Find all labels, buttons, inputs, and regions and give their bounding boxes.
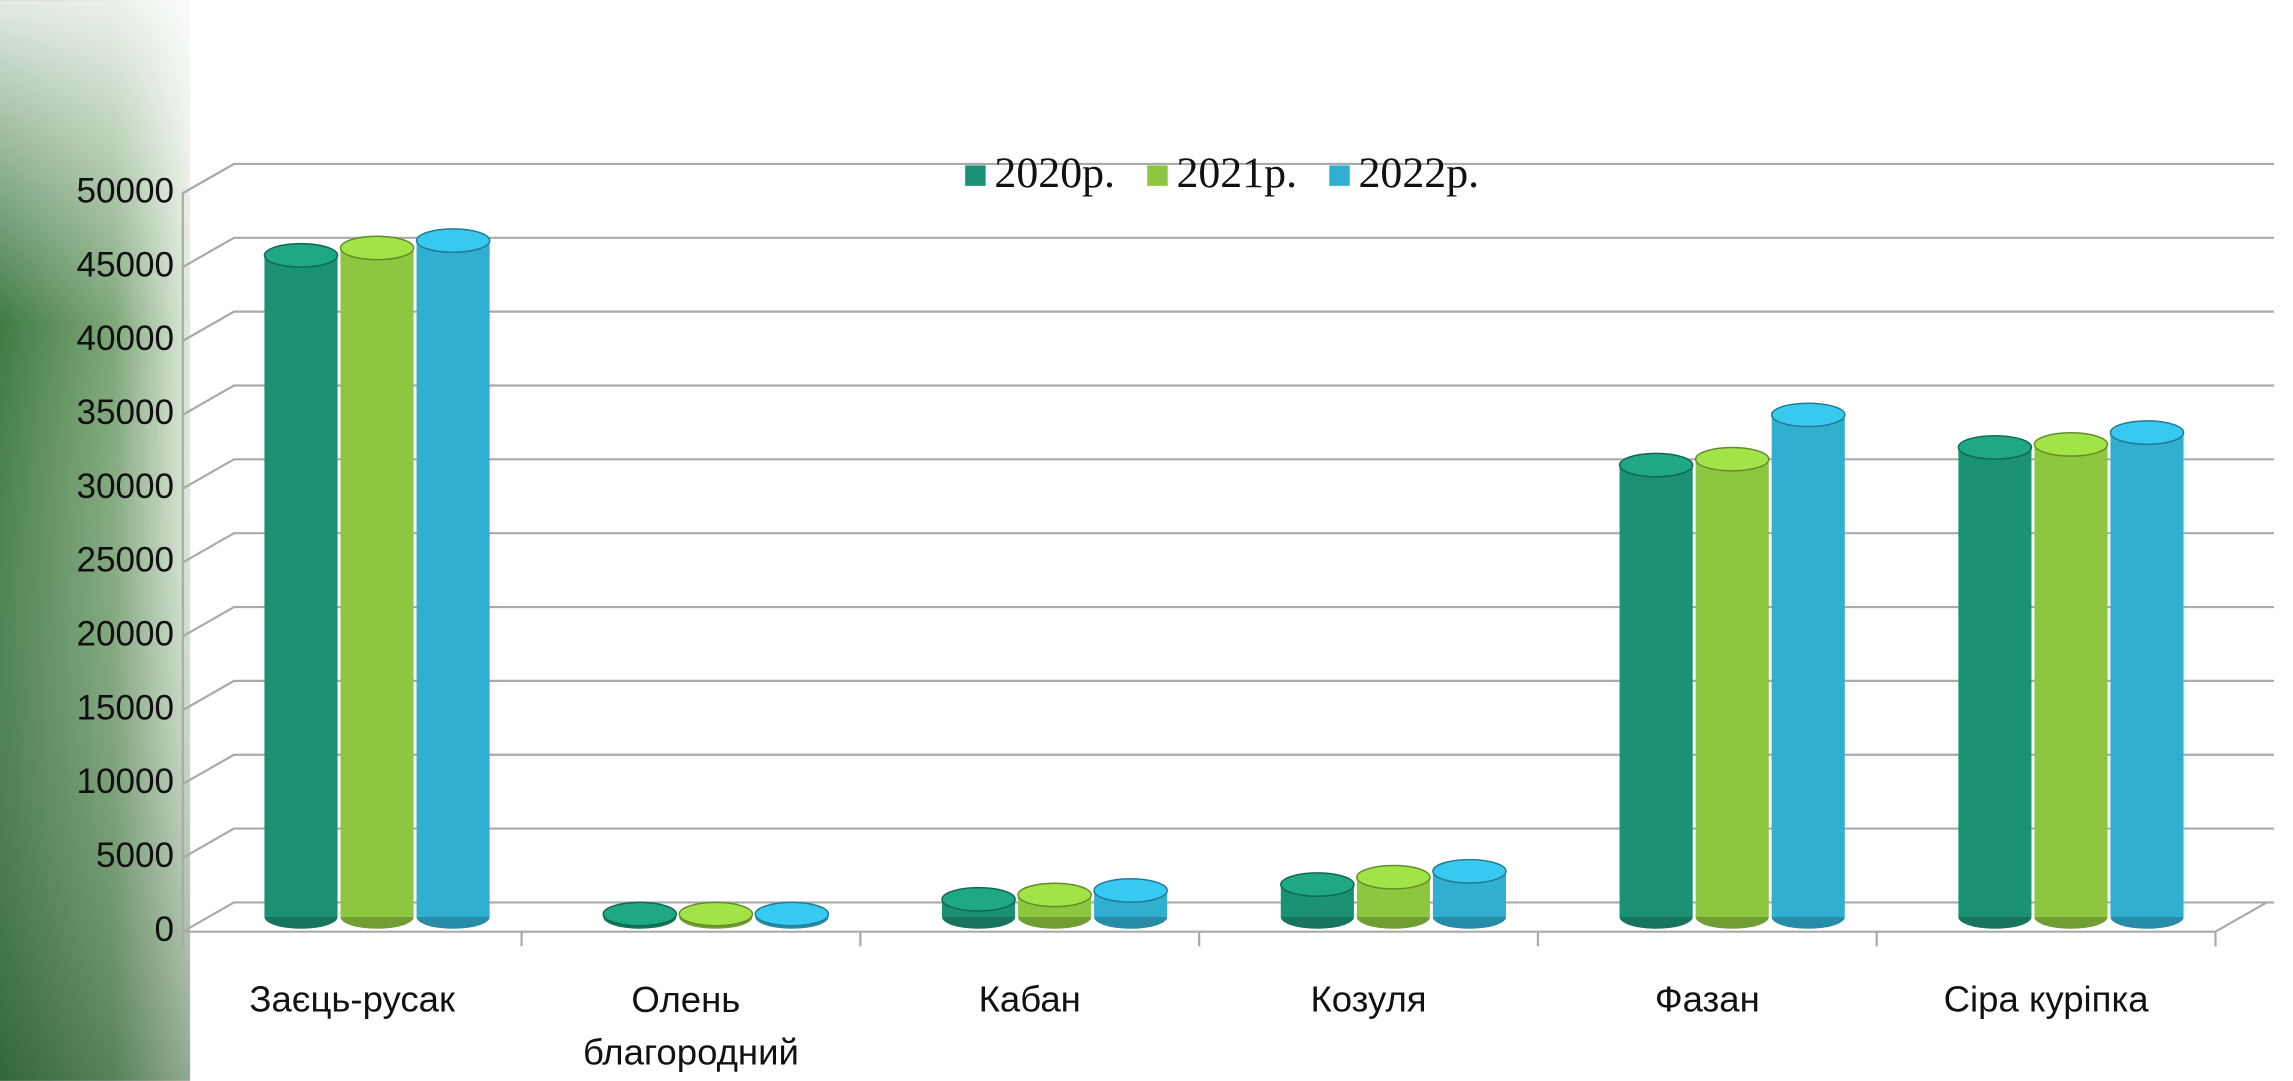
- x-tick-label: Кабан: [979, 979, 1081, 1020]
- bar: [415, 228, 491, 929]
- bar-top: [1618, 452, 1694, 478]
- bar-top: [339, 235, 415, 261]
- bar-body: [340, 247, 414, 918]
- bar: [1618, 452, 1694, 929]
- legend-label: 2021р.: [1176, 149, 1297, 197]
- grid-line: [182, 679, 2274, 712]
- bar-body: [2034, 444, 2108, 918]
- y-tick-label: 40000: [76, 319, 174, 358]
- bar: [1017, 882, 1092, 929]
- bar-top: [1093, 878, 1168, 903]
- y-tick-label: 15000: [76, 688, 174, 727]
- x-tick-label: Сіра куріпка: [1944, 979, 2150, 1020]
- bar: [339, 235, 415, 929]
- bar-top: [2033, 431, 2109, 457]
- bar-top: [415, 228, 491, 254]
- x-tick-label: Фазан: [1655, 979, 1760, 1020]
- bar: [941, 886, 1016, 929]
- bar: [1770, 402, 1846, 929]
- y-tick-label: 30000: [76, 467, 174, 506]
- bar-top: [1432, 858, 1507, 884]
- bar: [1356, 864, 1431, 929]
- bar: [2109, 420, 2185, 929]
- bar-top: [263, 242, 339, 268]
- y-tick-label: 50000: [76, 171, 174, 210]
- bar-top: [1694, 446, 1770, 472]
- bar: [263, 242, 339, 929]
- grid-line: [182, 532, 2274, 564]
- grid-line: [182, 384, 2274, 416]
- grid-line: [182, 458, 2274, 490]
- x-tick-label: Олень благородний: [583, 979, 799, 1073]
- legend-swatch: [1329, 165, 1350, 186]
- y-tick-label: 45000: [76, 245, 174, 284]
- bar-top: [1280, 872, 1355, 897]
- bar-top: [1957, 434, 2033, 460]
- bar-body: [264, 255, 338, 918]
- bar: [2033, 431, 2109, 929]
- bar: [602, 901, 678, 929]
- background-shade: [0, 0, 191, 1081]
- bar-top: [1770, 402, 1846, 428]
- grid-line: [182, 310, 2274, 342]
- bar-body: [1958, 447, 2032, 918]
- bar-body: [1695, 459, 1769, 918]
- bar-body: [1619, 465, 1693, 918]
- bar-top: [941, 886, 1016, 912]
- grid-line: [182, 605, 2274, 638]
- bar-body: [416, 240, 490, 918]
- bar: [1957, 434, 2033, 929]
- x-tick-label: Заєць-русак: [249, 979, 456, 1020]
- y-tick-label: 0: [155, 910, 175, 949]
- legend-swatch: [1147, 165, 1168, 186]
- bar: [1432, 858, 1507, 929]
- bar-top: [754, 901, 830, 927]
- bar-top: [1017, 882, 1092, 908]
- floor: [182, 901, 2268, 933]
- x-tick-label: Козуля: [1310, 979, 1426, 1020]
- legend: 2020р. 2021р. 2022р.: [965, 149, 1479, 197]
- bar-top: [1356, 864, 1431, 890]
- grid-line: [182, 236, 2274, 268]
- bar: [1280, 872, 1355, 929]
- bar: [678, 901, 754, 929]
- legend-label: 2020р.: [994, 149, 1115, 197]
- y-tick-label: 10000: [76, 762, 174, 801]
- y-tick-label: 5000: [96, 836, 174, 875]
- bar: [754, 901, 830, 929]
- grid-line: [182, 901, 2274, 933]
- grid-line: [182, 753, 2274, 785]
- legend-swatch: [965, 165, 986, 186]
- bar-top: [2109, 420, 2185, 446]
- x-tick-label-line: Олень: [631, 979, 750, 1020]
- bar: [1694, 446, 1770, 929]
- y-tick-label: 35000: [76, 393, 174, 432]
- grid-line: [182, 162, 2274, 195]
- bar-top: [678, 901, 754, 927]
- bar-body: [2110, 432, 2184, 918]
- y-tick-label: 25000: [76, 541, 174, 580]
- bar-top: [602, 901, 678, 927]
- legend-label: 2022р.: [1359, 149, 1480, 197]
- grid-line: [182, 827, 2274, 859]
- y-tick-label: 20000: [76, 615, 174, 654]
- bar-body: [1771, 414, 1845, 918]
- bar: [1093, 878, 1168, 929]
- x-tick-label-line: благородний: [583, 1031, 799, 1072]
